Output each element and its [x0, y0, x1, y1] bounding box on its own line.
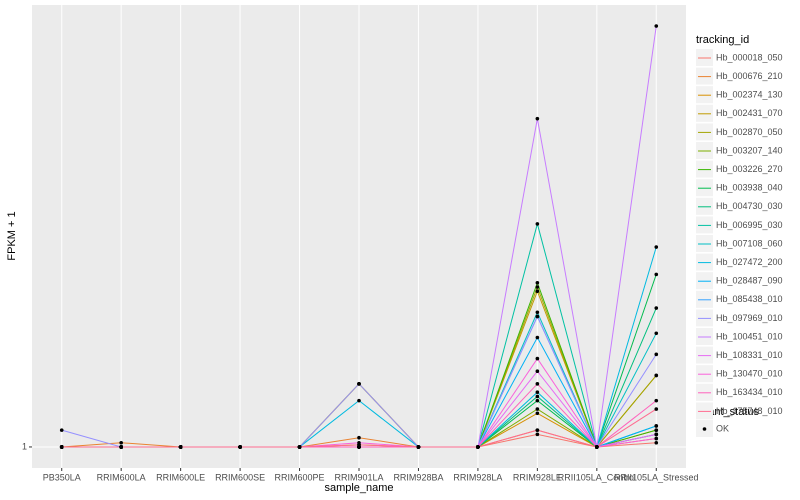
data-point	[654, 428, 659, 432]
data-point	[535, 289, 540, 294]
data-point	[654, 245, 659, 249]
data-point	[654, 407, 659, 411]
data-point	[654, 436, 659, 441]
legend-label: Hb_085438_010	[716, 294, 783, 304]
legend-label: Hb_003938_040	[716, 183, 783, 193]
legend-label: Hb_108331_010	[716, 350, 783, 360]
y-tick-label: 1	[22, 441, 27, 451]
data-point	[654, 24, 659, 28]
data-point	[654, 373, 659, 378]
data-point	[535, 281, 540, 285]
data-point	[297, 445, 302, 449]
data-point	[535, 407, 540, 411]
legend-label: Hb_004730_030	[716, 201, 783, 211]
legend-label: Hb_100451_010	[716, 331, 783, 341]
data-point	[654, 331, 659, 336]
legend-label: Hb_002870_050	[716, 127, 783, 137]
legend-label: Hb_002431_070	[716, 108, 783, 118]
legend-label: Hb_028487_090	[716, 276, 783, 286]
legend-label: Hb_175748_010	[716, 406, 783, 416]
legend-swatch	[702, 427, 707, 431]
legend-label: Hb_002374_130	[716, 90, 783, 100]
legend-label: Hb_000018_050	[716, 52, 783, 62]
legend-label: Hb_027472_200	[716, 257, 783, 267]
legend-label: Hb_130470_010	[716, 369, 783, 379]
x-tick-label: RRII105LA_Control	[558, 472, 636, 482]
data-point	[535, 428, 540, 432]
x-tick-label: PB350LA	[43, 472, 81, 482]
data-point	[59, 428, 64, 432]
x-tick-label: RRIM600LE	[156, 472, 205, 482]
data-point	[535, 116, 540, 121]
data-point	[535, 335, 540, 340]
data-point	[654, 424, 659, 428]
data-point	[535, 285, 540, 289]
legend-label: Hb_000676_210	[716, 71, 783, 81]
x-tick-label: RRIM600LA	[97, 472, 146, 482]
legend-label: OK	[716, 423, 729, 433]
data-point	[357, 435, 361, 440]
data-point	[476, 445, 480, 449]
data-point	[357, 398, 361, 403]
data-point	[535, 398, 540, 403]
data-point	[654, 306, 659, 310]
legend-label: Hb_163434_010	[716, 387, 783, 397]
data-point	[535, 356, 540, 361]
data-point	[535, 390, 540, 395]
y-axis-title: FPKM + 1	[6, 211, 18, 260]
data-point	[535, 432, 540, 437]
data-point	[535, 310, 540, 315]
data-point	[535, 314, 540, 319]
data-point	[119, 445, 123, 449]
data-point	[654, 432, 659, 437]
data-point	[238, 445, 242, 449]
legend-label: Hb_006995_030	[716, 220, 783, 230]
x-axis-title: sample_name	[324, 482, 393, 494]
data-point	[535, 382, 540, 386]
data-point	[654, 440, 659, 445]
data-point	[357, 382, 361, 386]
data-point	[535, 394, 540, 399]
data-point	[654, 272, 659, 277]
legend-label: Hb_003226_270	[716, 164, 783, 174]
data-point	[357, 443, 361, 447]
data-point	[535, 369, 540, 373]
data-point	[416, 445, 421, 449]
x-tick-label: RRII105LA_Stressed	[614, 472, 699, 482]
data-point	[119, 440, 123, 445]
legend-label: Hb_097969_010	[716, 313, 783, 323]
data-point	[654, 398, 659, 403]
data-point	[654, 352, 659, 357]
x-tick-label: RRIM928LA	[453, 472, 502, 482]
data-point	[595, 445, 599, 449]
x-tick-label: RRIM928BA	[393, 472, 443, 482]
x-tick-label: RRIM901LA	[334, 472, 383, 482]
data-point	[59, 445, 64, 449]
data-point	[535, 411, 540, 416]
data-point	[535, 222, 540, 226]
data-point	[178, 445, 183, 449]
x-tick-label: RRIM600SE	[215, 472, 265, 482]
legend-label: Hb_003207_140	[716, 145, 783, 155]
legend-label: Hb_007108_060	[716, 238, 783, 248]
x-tick-label: RRIM928LE	[513, 472, 562, 482]
legend-title: tracking_id	[696, 34, 749, 46]
x-tick-label: RRIM600PE	[275, 472, 325, 482]
